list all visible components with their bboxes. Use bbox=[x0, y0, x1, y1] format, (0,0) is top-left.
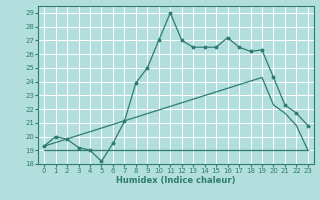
X-axis label: Humidex (Indice chaleur): Humidex (Indice chaleur) bbox=[116, 176, 236, 185]
